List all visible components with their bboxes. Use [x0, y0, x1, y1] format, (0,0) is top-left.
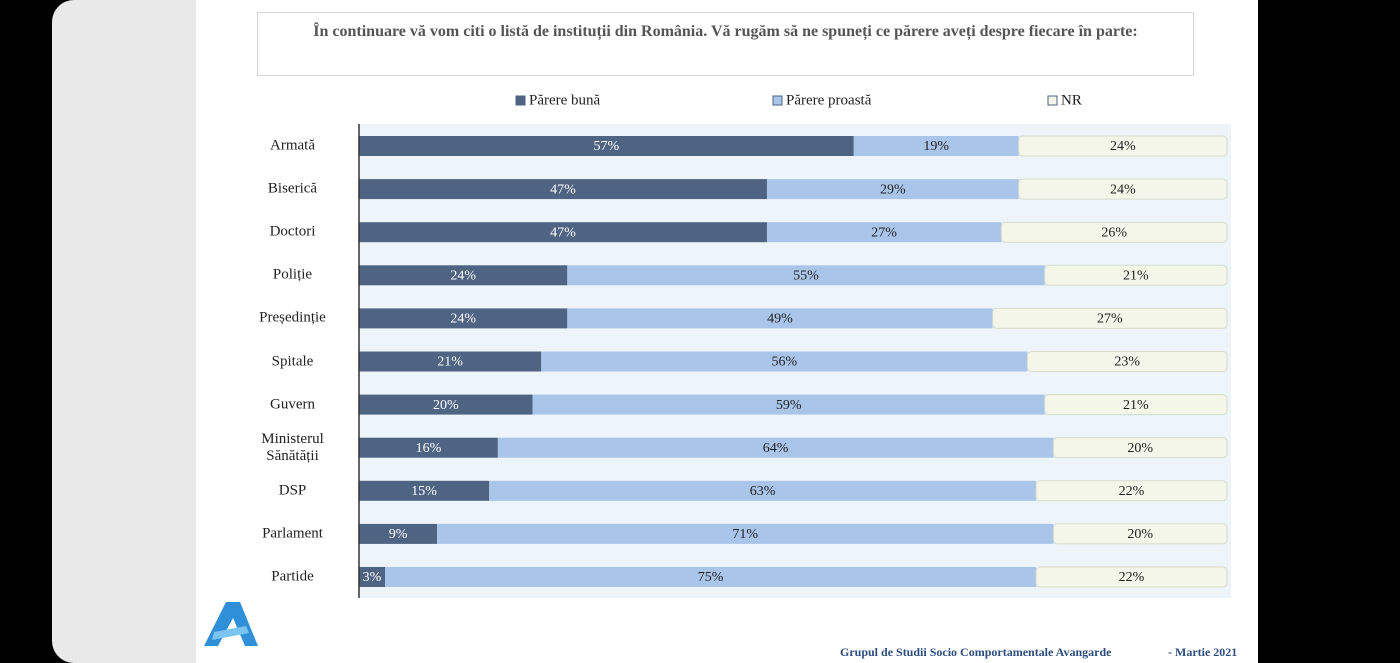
bar-segment: [1026, 351, 1228, 372]
bar-segment: [766, 222, 1002, 243]
value-label: 27%: [1097, 312, 1123, 327]
value-label: 56%: [771, 355, 797, 370]
bar-segment: [437, 523, 1054, 544]
bar-segment: [567, 308, 993, 329]
value-label: 57%: [594, 139, 620, 154]
category-label: DSP: [278, 482, 307, 499]
category-label: Președinție: [259, 309, 326, 326]
bar-segment: [1018, 178, 1228, 200]
bar-segment: [359, 136, 854, 156]
date: - Martie 2021: [1168, 645, 1238, 659]
value-label: 21%: [1123, 398, 1149, 413]
value-label: 55%: [793, 269, 819, 284]
bar-segment: [385, 567, 1037, 587]
bar-segment: [359, 351, 542, 372]
value-label: 59%: [776, 398, 802, 413]
source: Grupul de Studii Socio Comportamentale A…: [840, 645, 1112, 659]
bar-segment: [1035, 566, 1228, 588]
value-label: 27%: [871, 225, 897, 240]
value-label: 64%: [763, 441, 789, 456]
value-label: 63%: [750, 484, 776, 499]
value-label: 22%: [1119, 570, 1145, 585]
bar-segment: [359, 308, 568, 329]
category-label: Ministerul Sănătății: [261, 430, 324, 464]
legend-label: NR: [1061, 92, 1082, 108]
logo-swoosh: [212, 626, 249, 640]
value-label: 9%: [389, 527, 408, 542]
category-label: Poliție: [272, 266, 313, 283]
value-label: 3%: [363, 570, 382, 585]
value-label: 26%: [1101, 225, 1127, 240]
category-label: Guvern: [270, 396, 315, 413]
legend-swatch: [515, 95, 526, 106]
chart-title: În continuare vă vom citi o listă de ins…: [257, 12, 1194, 76]
bar-segment: [766, 179, 1019, 200]
legend-swatch: [1047, 95, 1058, 106]
category-label: Armată: [270, 137, 315, 154]
category-label: Biserică: [267, 180, 318, 197]
bar-segment: [359, 222, 767, 243]
bar-segment: [359, 480, 490, 501]
bar-segment: [1018, 135, 1228, 157]
value-label: 21%: [437, 355, 463, 370]
bar-segment: [1000, 221, 1228, 243]
bar-segment: [1052, 437, 1228, 459]
value-label: 47%: [550, 225, 576, 240]
value-label: 24%: [450, 312, 476, 327]
bar-segment: [359, 265, 568, 286]
bar-segment: [1052, 523, 1228, 545]
bar-segment: [1035, 480, 1228, 502]
category-label: Partide: [271, 568, 314, 585]
bar-segment: [359, 437, 498, 458]
value-label: 24%: [1110, 182, 1136, 197]
bar-segment: [359, 567, 386, 587]
legend-label: Părere bună: [529, 92, 601, 108]
bar-segment: [497, 437, 1054, 458]
value-label: 29%: [880, 182, 906, 197]
bar-segment: [489, 480, 1037, 501]
value-label: 19%: [923, 139, 949, 154]
bar-segment: [541, 351, 1028, 372]
category-label: Parlament: [262, 525, 323, 542]
legend-swatch: [772, 95, 783, 106]
bar-segment: [359, 179, 767, 200]
bar-segment: [853, 136, 1019, 156]
value-label: 20%: [1127, 527, 1153, 542]
bar-segment: [1044, 264, 1228, 286]
value-label: 21%: [1123, 269, 1149, 284]
bar-segment: [359, 523, 438, 544]
bar-segment: [1044, 394, 1228, 416]
value-label: 24%: [1110, 139, 1136, 154]
value-label: 75%: [698, 570, 724, 585]
value-label: 22%: [1119, 484, 1145, 499]
value-label: 15%: [411, 484, 437, 499]
bar-segment: [992, 307, 1228, 329]
category-label: Spitale: [271, 353, 314, 369]
value-label: 49%: [767, 312, 793, 327]
value-label: 47%: [550, 182, 576, 197]
bar-segment: [532, 394, 1045, 415]
value-label: 16%: [416, 441, 442, 456]
value-label: 24%: [450, 269, 476, 284]
value-label: 20%: [433, 398, 459, 413]
legend-label: Părere proastă: [786, 92, 872, 108]
category-label: Doctori: [269, 223, 316, 240]
bar-segment: [359, 394, 533, 415]
value-label: 23%: [1114, 355, 1140, 370]
value-label: 71%: [732, 527, 758, 542]
value-label: 20%: [1127, 441, 1153, 456]
bar-segment: [567, 265, 1045, 286]
logo: [204, 602, 258, 646]
